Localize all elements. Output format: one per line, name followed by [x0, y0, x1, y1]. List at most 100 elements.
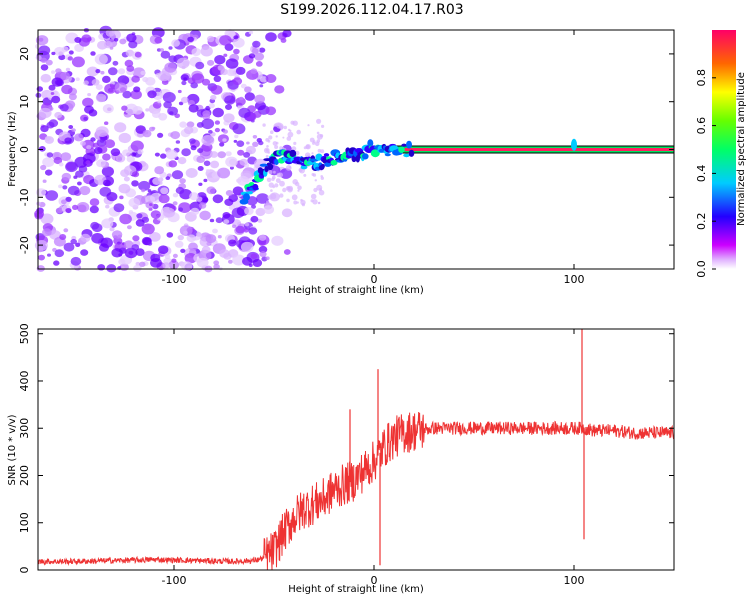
noise-blob — [133, 264, 142, 272]
noise-blob — [91, 233, 104, 244]
noise-blob — [126, 155, 135, 163]
noise-blob — [157, 70, 171, 82]
noise-blob — [46, 152, 54, 158]
noise-blob — [201, 246, 211, 254]
snr-x-ticks: -100 0 100 — [162, 329, 585, 587]
noise-blob — [281, 208, 293, 218]
noise-blob — [293, 141, 297, 145]
noise-blob — [237, 175, 250, 186]
noise-blob — [86, 66, 99, 77]
noise-blob — [61, 46, 69, 53]
noise-blob — [63, 242, 75, 252]
noise-blob — [250, 215, 259, 223]
noise-blob — [152, 177, 162, 185]
noise-blob — [316, 131, 320, 135]
noise-blob — [159, 48, 164, 52]
noise-blob — [145, 77, 156, 86]
noise-blob — [297, 189, 300, 192]
noise-blob — [233, 139, 238, 143]
noise-blob — [265, 32, 277, 42]
noise-blob — [72, 204, 79, 210]
noise-blob — [274, 124, 278, 127]
noise-blob — [188, 104, 199, 113]
noise-blob — [141, 188, 146, 193]
noise-blob — [268, 135, 273, 140]
noise-blob — [266, 177, 272, 183]
colorbar-tick-label: 0.2 — [695, 212, 708, 230]
noise-blob — [256, 193, 269, 204]
noise-blob — [303, 173, 307, 177]
noise-blob — [240, 241, 254, 253]
noise-blob — [268, 170, 273, 175]
noise-blob — [112, 60, 119, 66]
noise-blob — [74, 37, 82, 43]
noise-blob — [71, 56, 85, 68]
noise-blob — [316, 139, 321, 143]
noise-blob — [131, 171, 140, 178]
noise-blob — [213, 264, 220, 270]
noise-blob — [83, 80, 89, 86]
noise-blob — [40, 73, 51, 83]
noise-blob — [122, 149, 131, 157]
noise-blob — [196, 155, 205, 163]
noise-blob — [177, 89, 182, 94]
signal-blob — [252, 183, 259, 191]
snr-panel: -100 0 100 0 100 200 300 400 500 Height of stra… — [7, 323, 675, 595]
noise-blob — [64, 137, 72, 144]
noise-blob — [71, 128, 76, 133]
noise-blob — [279, 180, 285, 187]
noise-blob — [206, 186, 216, 195]
noise-blob — [147, 189, 152, 193]
x-tick-label: 0 — [371, 273, 378, 286]
noise-blob — [180, 248, 186, 253]
noise-blob — [275, 178, 281, 184]
noise-blob — [197, 166, 204, 171]
noise-blob — [283, 125, 287, 130]
signal-blob — [306, 161, 317, 166]
noise-blob — [135, 248, 145, 256]
noise-blob — [97, 179, 104, 185]
noise-blob — [91, 79, 100, 86]
noise-blob — [189, 192, 199, 201]
noise-blob — [307, 124, 310, 127]
noise-blob — [80, 233, 91, 243]
signal-blob — [408, 149, 415, 157]
noise-blob — [170, 131, 181, 140]
y-tick-label: -10 — [18, 188, 31, 206]
noise-blob — [99, 138, 105, 143]
noise-blob — [175, 186, 185, 195]
noise-blob — [108, 67, 118, 76]
noise-blob — [168, 55, 177, 63]
signal-blob — [403, 153, 410, 158]
spectrogram-noise — [34, 25, 325, 273]
spectrogram-y-label: Frequency (Hz) — [7, 111, 18, 187]
noise-blob — [90, 137, 96, 142]
noise-blob — [255, 61, 263, 67]
noise-blob — [96, 159, 106, 168]
noise-blob — [58, 51, 64, 56]
noise-blob — [80, 249, 89, 256]
noise-blob — [232, 254, 246, 266]
noise-blob — [130, 140, 144, 152]
noise-blob — [186, 234, 196, 243]
noise-blob — [154, 166, 165, 175]
noise-blob — [225, 156, 238, 168]
noise-blob — [128, 197, 141, 208]
noise-blob — [244, 86, 252, 93]
noise-blob — [183, 230, 188, 235]
noise-blob — [123, 176, 130, 182]
noise-blob — [214, 127, 220, 133]
noise-blob — [162, 92, 176, 103]
noise-blob — [140, 70, 146, 76]
spectrogram-signal-track — [239, 138, 674, 205]
noise-blob — [282, 187, 287, 193]
noise-blob — [38, 146, 46, 152]
noise-blob — [51, 70, 56, 74]
noise-blob — [167, 106, 179, 116]
noise-blob — [101, 166, 114, 177]
noise-blob — [185, 168, 198, 178]
noise-blob — [228, 259, 233, 264]
noise-blob — [82, 97, 94, 108]
noise-blob — [126, 33, 137, 43]
noise-blob — [209, 218, 215, 223]
